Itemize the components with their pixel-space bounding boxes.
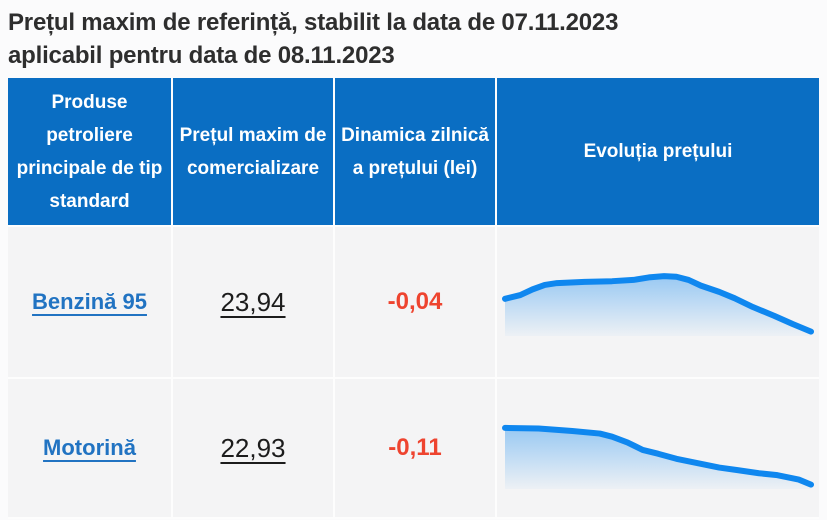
- price-table: Produse petroliere principale de tip sta…: [8, 78, 819, 519]
- sparkline-line: [505, 427, 811, 484]
- table-row-benzina-chart-cell: [497, 227, 819, 377]
- page-title-line-2: aplicabil pentru data de 08.11.2023: [8, 42, 395, 69]
- table-row-motorina-price-cell: 22,93: [173, 379, 333, 517]
- page-title-line-1: Prețul maxim de referință, stabilit la d…: [8, 9, 619, 36]
- sparkline-chart-benzina-95: [505, 273, 811, 336]
- header-cell-products: Produse petroliere principale de tip sta…: [8, 78, 171, 225]
- table-row-motorina-product-cell: Motorină: [8, 379, 171, 517]
- product-link-motorina[interactable]: Motorină: [43, 435, 136, 460]
- header-cell-max-price: Prețul maxim de comercializare: [173, 78, 333, 225]
- sparkline-fill: [505, 275, 811, 336]
- price-value-benzina-95[interactable]: 23,94: [220, 286, 286, 317]
- table-row-benzina-price-cell: 23,94: [173, 227, 333, 377]
- page-title: Prețul maxim de referință, stabilit la d…: [8, 6, 808, 72]
- sparkline-chart-motorina: [505, 426, 811, 489]
- product-link-benzina-95[interactable]: Benzină 95: [32, 289, 147, 314]
- sparkline-line: [505, 276, 811, 331]
- table-row-benzina-delta-cell: -0,04: [335, 227, 495, 377]
- delta-value-benzina-95: -0,04: [387, 288, 443, 315]
- price-value-motorina[interactable]: 22,93: [220, 432, 286, 463]
- delta-value-motorina: -0,11: [388, 434, 442, 461]
- table-row-benzina-product-cell: Benzină 95: [8, 227, 171, 377]
- sparkline-fill: [505, 427, 811, 489]
- table-row-motorina-chart-cell: [497, 379, 819, 517]
- header-cell-price-evolution: Evoluția prețului: [497, 78, 819, 225]
- table-row-motorina-delta-cell: -0,11: [335, 379, 495, 517]
- header-cell-daily-dynamics: Dinamica zilnică a prețului (lei): [335, 78, 495, 225]
